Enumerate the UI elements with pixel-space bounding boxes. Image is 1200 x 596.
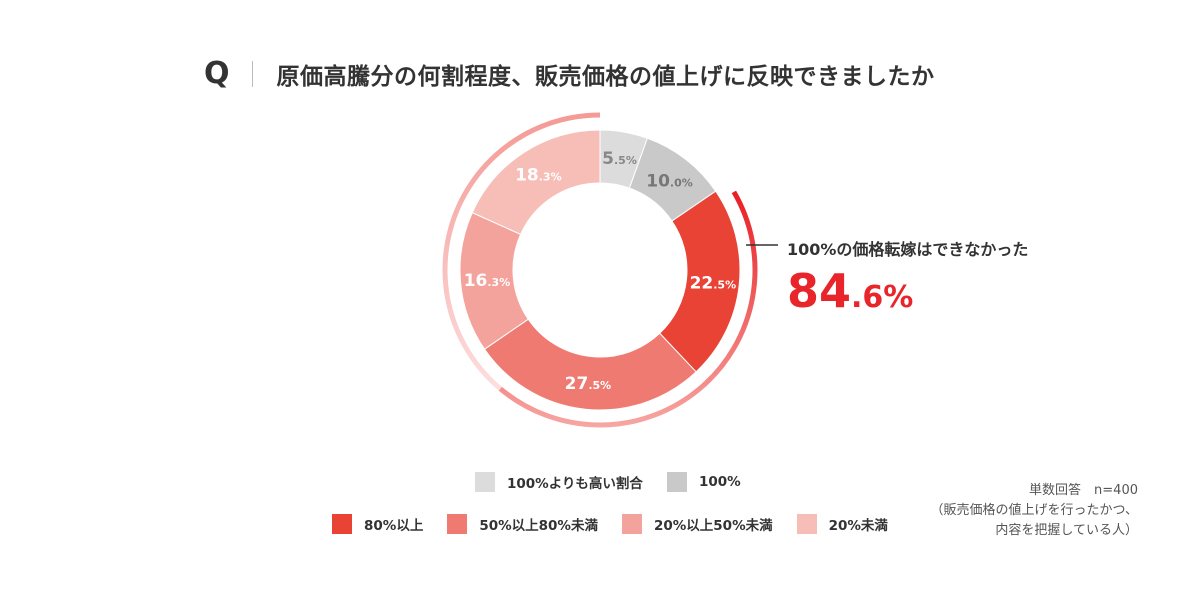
slice-label-integer: 22: [690, 273, 714, 293]
slice-label-integer: 10: [646, 171, 670, 191]
legend-swatch: [447, 514, 468, 534]
legend-label: 80%以上: [364, 518, 424, 534]
legend-label: 100%よりも高い割合: [507, 476, 643, 492]
slice-label-decimal: .3%: [539, 171, 562, 184]
legend-swatch: [621, 514, 642, 534]
legend-row-1: 100%よりも高い割合 100%: [475, 472, 765, 492]
callout-value: 84.6%: [787, 268, 1028, 314]
slice-label-4: 27.5%: [565, 374, 612, 394]
legend-item-20pct-50pct: 20%以上50%未満: [621, 514, 773, 534]
slice-label-integer: 27: [565, 374, 589, 394]
legend-item-50pct-80pct: 50%以上80%未満: [447, 514, 598, 534]
slice-label-decimal: .5%: [588, 379, 611, 392]
legend-label: 20%以上50%未満: [653, 518, 773, 534]
slice-label-2: 10.0%: [646, 171, 693, 191]
callout-value-decimal: .6%: [851, 280, 914, 315]
question-title-row: Q 原価高騰分の何割程度、販売価格の値上げに反映できましたか: [204, 57, 935, 91]
slice-label-integer: 16: [464, 271, 488, 291]
slice-6: [471, 129, 601, 236]
note-line-1: 単数回答 n=400: [1029, 483, 1138, 498]
legend-swatch: [796, 514, 817, 534]
callout: 100%の価格転嫁はできなかった 84.6%: [787, 236, 1028, 314]
legend-item-100pct: 100%よりも高い割合: [475, 472, 643, 492]
slice-label-decimal: .5%: [713, 278, 736, 291]
slice-label-integer: 18: [515, 166, 539, 186]
legend-row-2: 80%以上 50%以上80%未満 20%以上50%未満 20%未満: [332, 514, 912, 534]
slice-label-3: 22.5%: [690, 273, 737, 293]
legend-label: 20%未満: [828, 518, 888, 534]
slice-label-decimal: .0%: [670, 176, 693, 189]
outer-arc-left: [442, 112, 601, 407]
legend-item-20pct: 20%未満: [796, 514, 888, 534]
legend-swatch: [332, 514, 352, 534]
slice-label-6: 18.3%: [515, 166, 562, 186]
legend-item-100pct: 100%: [666, 472, 741, 492]
legend-swatch: [475, 472, 495, 492]
legend-item-80pct: 80%以上: [332, 514, 423, 534]
outer-arc-right: [498, 190, 758, 428]
legend-label: 100%: [698, 474, 741, 490]
legend-label: 50%以上80%未満: [479, 518, 598, 534]
slice-label-decimal: .3%: [487, 276, 510, 289]
question-mark-label: Q: [204, 56, 230, 91]
callout-value-integer: 84: [787, 264, 852, 318]
slice-label-5: 16.3%: [464, 271, 511, 291]
note-line-3: 内容を把握している人）: [995, 523, 1138, 538]
title-divider: [251, 61, 253, 87]
slice-label-1: 5.5%: [602, 149, 637, 169]
question-title: 原価高騰分の何割程度、販売価格の値上げに反映できましたか: [276, 64, 935, 90]
legend-swatch: [666, 472, 687, 492]
sample-note: 単数回答 n=400 （販売価格の値上げを行ったかつ、 内容を把握している人）: [931, 481, 1138, 541]
slice-4: [483, 318, 697, 411]
slice-label-decimal: .5%: [614, 154, 637, 167]
slice-3: [659, 190, 741, 373]
slice-label-integer: 5: [602, 149, 614, 169]
callout-label: 100%の価格転嫁はできなかった: [787, 240, 1029, 259]
note-line-2: （販売価格の値上げを行ったかつ、: [930, 503, 1138, 518]
